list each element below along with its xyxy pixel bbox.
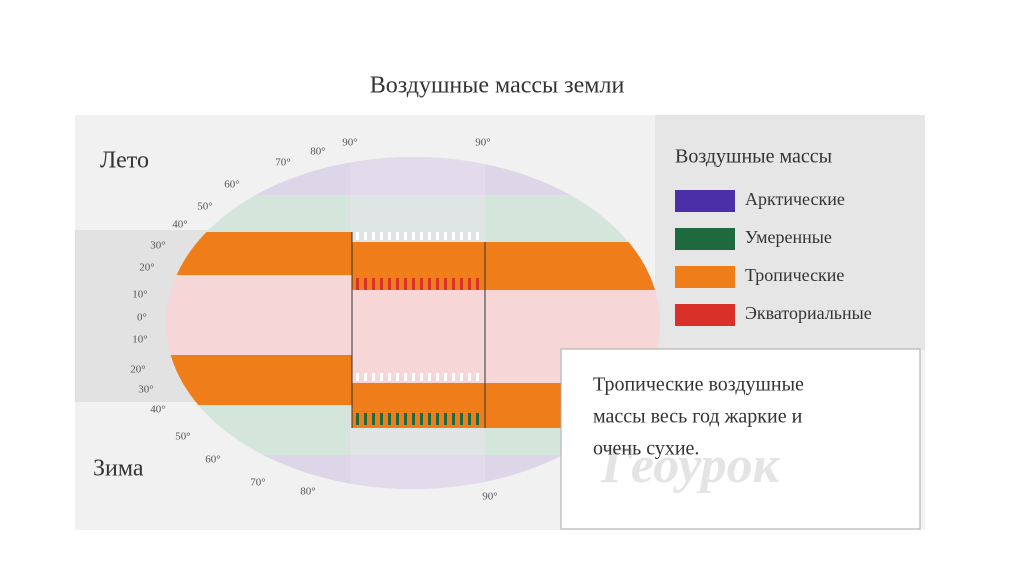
latitude-label: 70° bbox=[275, 157, 290, 169]
latitude-label: 20° bbox=[139, 262, 154, 274]
legend-label: Арктические bbox=[745, 189, 845, 209]
latitude-label: 60° bbox=[224, 179, 239, 191]
season-label: Зима bbox=[93, 456, 144, 482]
latitude-label: 80° bbox=[300, 486, 315, 498]
note-box bbox=[560, 348, 921, 530]
legend-swatch bbox=[675, 304, 735, 326]
legend-label: Экваториальные bbox=[745, 303, 872, 323]
latitude-label: 0° bbox=[137, 312, 147, 324]
tropical-zone bbox=[352, 242, 660, 290]
latitude-label: 10° bbox=[132, 289, 147, 301]
legend-swatch bbox=[675, 266, 735, 288]
latitude-label: 30° bbox=[150, 240, 165, 252]
latitude-label: 40° bbox=[150, 404, 165, 416]
latitude-label: 50° bbox=[175, 431, 190, 443]
note-text: Тропические воздушные bbox=[593, 374, 804, 396]
season-label: Лето bbox=[100, 148, 149, 174]
legend-label: Тропические bbox=[745, 265, 844, 285]
legend-title: Воздушные массы bbox=[675, 146, 832, 168]
note-text: массы весь год жаркие и bbox=[593, 406, 803, 428]
latitude-label: 80° bbox=[310, 146, 325, 158]
latitude-label: 60° bbox=[205, 454, 220, 466]
title: Воздушные массы земли bbox=[370, 73, 625, 99]
latitude-label: 50° bbox=[197, 201, 212, 213]
latitude-label: 20° bbox=[130, 364, 145, 376]
latitude-label: 90° bbox=[482, 491, 497, 503]
legend-label: Умеренные bbox=[745, 227, 832, 247]
latitude-label: 30° bbox=[138, 384, 153, 396]
latitude-label: 70° bbox=[250, 477, 265, 489]
latitude-label: 90° bbox=[342, 137, 357, 149]
tropical-zone bbox=[166, 355, 352, 405]
latitude-labels: 90° 80° 70° 60° 50° 40° 30° 20° 10° 0° 10° 20° 30° 40… bbox=[130, 137, 497, 503]
latitude-label: 40° bbox=[172, 219, 187, 231]
legend-swatch bbox=[675, 190, 735, 212]
latitude-label: 10° bbox=[132, 334, 147, 346]
latitude-label: 90° bbox=[475, 137, 490, 149]
watermark: Геоурок bbox=[600, 437, 781, 494]
legend-swatch bbox=[675, 228, 735, 250]
note-text: очень сухие. bbox=[593, 438, 699, 460]
